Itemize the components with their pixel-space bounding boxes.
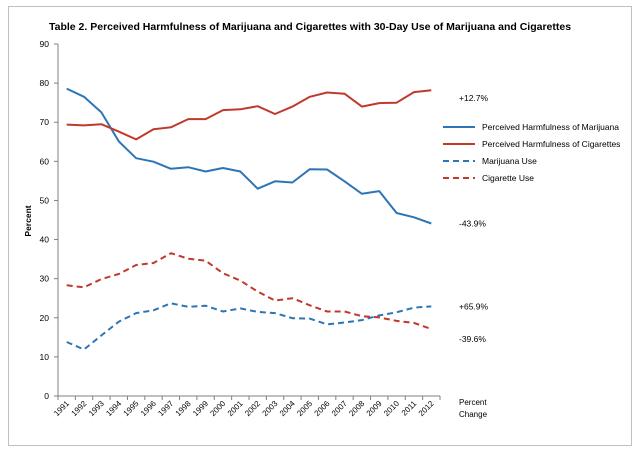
y-tick-label: 30 <box>40 274 50 284</box>
x-tick-label: 1997 <box>156 399 175 418</box>
x-tick-label: 1999 <box>191 399 210 418</box>
legend-label: Cigarette Use <box>482 173 534 183</box>
x-tick-label: 1998 <box>174 399 193 418</box>
y-axis-ticks: 0 10 20 30 40 50 60 70 80 90 <box>40 39 58 401</box>
x-axis-ticks: 1991199219931994199519961997199819992000… <box>52 396 441 418</box>
chart-frame <box>8 6 632 446</box>
x-tick-label: 1991 <box>52 399 71 418</box>
x-tick-label: 2001 <box>226 399 245 418</box>
percent-change-label: +12.7% <box>459 93 489 103</box>
x-tick-label: 1993 <box>87 399 106 418</box>
change-header-line2: Change <box>459 410 488 419</box>
legend-label: Perceived Harmfulness of Marijuana <box>482 122 619 132</box>
y-axis-label: Percent <box>23 205 33 236</box>
series-line-4 <box>66 252 432 331</box>
x-tick-label: 2004 <box>278 399 297 418</box>
x-tick-label: 2011 <box>400 399 419 418</box>
x-tick-label: 2003 <box>261 399 280 418</box>
y-tick-label: 80 <box>40 78 50 88</box>
legend: Perceived Harmfulness of Marijuana Percei… <box>443 122 620 183</box>
percent-change-labels: -43.9% +12.7% +65.9% -39.6% <box>459 93 489 344</box>
y-tick-label: 0 <box>44 391 49 401</box>
series-line-3 <box>66 302 432 351</box>
legend-label: Perceived Harmfulness of Cigarettes <box>482 139 620 149</box>
x-tick-label: 1996 <box>139 399 158 418</box>
series-line-1 <box>66 87 432 225</box>
change-header-line1: Percent <box>459 398 487 407</box>
y-tick-label: 60 <box>40 156 50 166</box>
x-tick-label: 2007 <box>330 399 349 418</box>
x-tick-label: 2012 <box>417 399 436 418</box>
x-tick-label: 2009 <box>365 399 384 418</box>
x-tick-label: 2005 <box>295 399 314 418</box>
x-tick-label: 2002 <box>243 399 262 418</box>
percent-change-label: -43.9% <box>459 219 486 229</box>
x-tick-label: 1992 <box>70 399 89 418</box>
x-tick-label: 2006 <box>313 399 332 418</box>
chart-title: Table 2. Perceived Harmfulness of Mariju… <box>49 21 571 33</box>
x-tick-label: 1994 <box>104 399 123 418</box>
y-tick-label: 70 <box>40 117 50 127</box>
legend-label: Marijuana Use <box>482 156 537 166</box>
series-line-2 <box>66 89 432 141</box>
x-tick-label: 2008 <box>347 399 366 418</box>
y-tick-label: 90 <box>40 39 50 49</box>
percent-change-label: -39.6% <box>459 334 486 344</box>
y-tick-label: 40 <box>40 235 50 245</box>
y-tick-label: 50 <box>40 195 50 205</box>
x-tick-label: 1995 <box>122 399 141 418</box>
series-lines <box>66 87 432 351</box>
y-tick-label: 20 <box>40 313 50 323</box>
x-tick-label: 2010 <box>382 399 401 418</box>
percent-change-label: +65.9% <box>459 301 489 311</box>
y-tick-label: 10 <box>40 352 50 362</box>
x-tick-label: 2000 <box>208 399 227 418</box>
